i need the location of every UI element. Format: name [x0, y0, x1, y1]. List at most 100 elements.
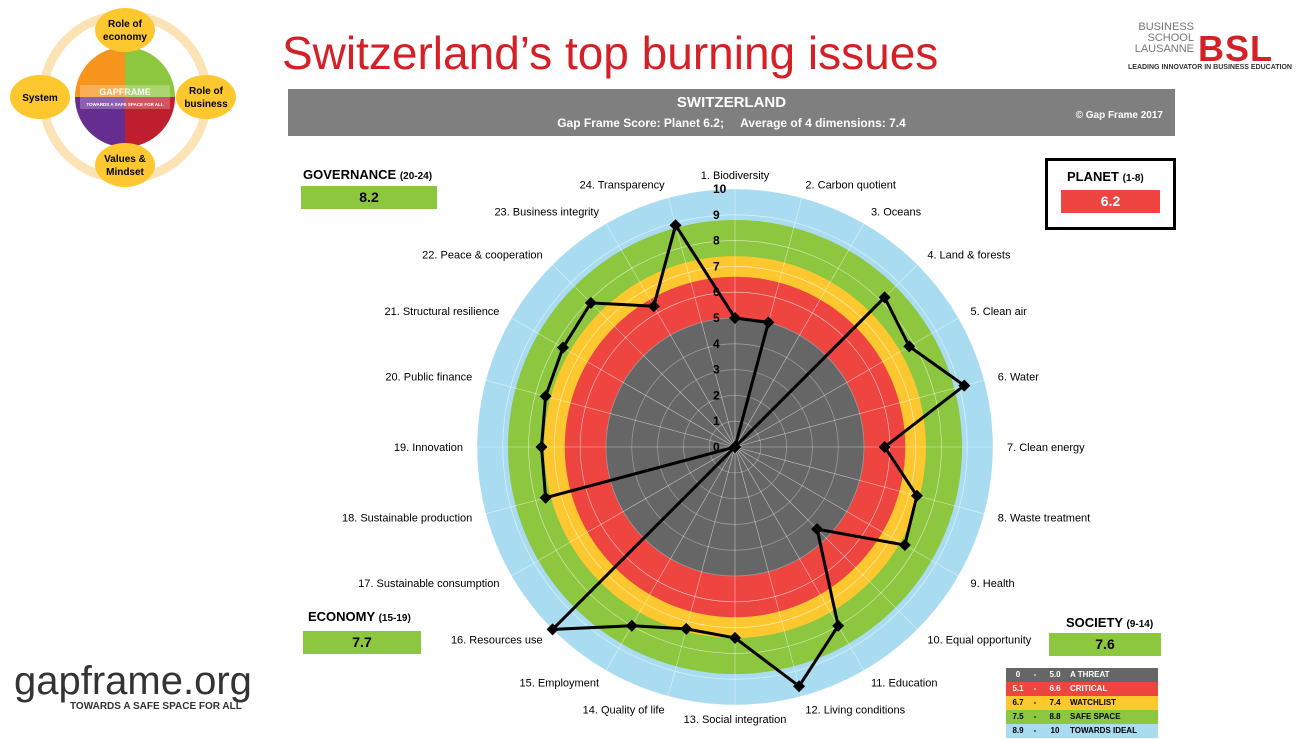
legend-from: 7.5 — [1012, 712, 1024, 721]
radar-axis-label: 19. Innovation — [394, 442, 463, 454]
radar-point-15 — [625, 619, 638, 632]
score-line: Gap Frame Score: Planet 6.2; Average of … — [557, 116, 906, 130]
radar-axis-label: 15. Employment — [520, 678, 599, 690]
legend-label: TOWARDS IDEAL — [1070, 726, 1137, 735]
radar-point-4 — [878, 291, 891, 304]
framework-sector-planet — [125, 47, 175, 97]
governance-score: 8.2 — [301, 186, 437, 209]
radar-point-22 — [584, 296, 597, 309]
radar-axis-label: 24. Transparency — [580, 179, 665, 191]
radar-axis-label: 22. Peace & cooperation — [422, 250, 542, 262]
economy-score: 7.7 — [303, 631, 421, 654]
radar-tick-label: 8 — [713, 234, 720, 248]
radar-tick-label: 3 — [713, 363, 720, 377]
radar-spoke — [734, 446, 985, 515]
radar-spoke — [734, 446, 918, 630]
radar-spoke — [511, 446, 736, 577]
framework-node-economy-line1: Role of — [108, 19, 143, 30]
radar-spoke — [734, 446, 803, 697]
legend-dash: - — [1033, 726, 1037, 735]
planet-score: 6.2 — [1061, 190, 1160, 213]
radar-point-6 — [958, 379, 971, 392]
radar-axis-label: 23. Business integrity — [494, 206, 599, 218]
legend-to: 6.6 — [1049, 684, 1061, 693]
radar-tick-label: 5 — [713, 311, 720, 325]
radar-point-14 — [680, 622, 693, 635]
framework-node-business-line2: business — [184, 99, 228, 110]
bsl-mark: BSL — [1198, 28, 1273, 69]
legend-label: SAFE SPACE — [1070, 712, 1121, 721]
legend-row-threat: 0 - 5.0 A THREAT — [1006, 668, 1158, 682]
radar-axis-label: 5. Clean air — [971, 306, 1028, 318]
legend-row-watchlist: 6.7- 7.4 WATCHLIST — [1006, 696, 1158, 710]
legend-to: 7.4 — [1049, 698, 1061, 707]
legend-dash: - — [1033, 684, 1037, 693]
radar-point-9 — [898, 539, 911, 552]
radar-point-21 — [556, 341, 569, 354]
society-title: SOCIETY (9-14) — [1066, 615, 1154, 630]
radar-spoke — [734, 446, 959, 577]
radar-axis-label: 12. Living conditions — [805, 705, 905, 717]
bsl-tagline: LEADING INNOVATOR IN BUSINESS EDUCATION — [1128, 64, 1292, 71]
radar-spoke — [734, 317, 959, 448]
gapframe-logo-text: gapframe.org — [14, 659, 252, 703]
radar-spoke — [734, 446, 865, 671]
radar-point-8 — [910, 489, 923, 502]
radar-point-23 — [647, 300, 660, 313]
radar-point-20 — [539, 390, 552, 403]
framework-center-title: GAPFRAME — [99, 87, 151, 97]
radar-axis-label: 4. Land & forests — [927, 250, 1011, 262]
legend-to: 10 — [1050, 726, 1060, 735]
planet-title: PLANET (1-8) — [1067, 169, 1144, 184]
radar-axis-label: 6. Water — [998, 372, 1039, 384]
framework-node-economy — [95, 8, 155, 52]
radar-axis-label: 3. Oceans — [871, 206, 922, 218]
radar-spoke — [667, 197, 736, 448]
header-bar: SWITZERLAND Gap Frame Score: Planet 6.2;… — [288, 89, 1175, 136]
radar-axis-label: 1. Biodiversity — [701, 170, 770, 182]
framework-sector-economy — [75, 97, 125, 147]
radar-point-10 — [811, 523, 824, 536]
framework-node-business-line1: Role of — [189, 86, 224, 97]
gapframe-logo: gapframe.org TOWARDS A SAFE SPACE FOR AL… — [14, 661, 252, 712]
framework-node-economy-line2: economy — [103, 32, 147, 43]
radar-axis-label: 8. Waste treatment — [998, 512, 1091, 524]
legend-dash: - — [1033, 670, 1037, 679]
radar-axis-label: 7. Clean energy — [1007, 442, 1085, 454]
radar-point-1 — [729, 312, 741, 324]
radar-spoke — [734, 379, 985, 448]
society-score: 7.6 — [1049, 633, 1161, 656]
legend-row-critical: 5.1- 6.6 CRITICAL — [1006, 682, 1158, 696]
radar-tick-label: 6 — [713, 285, 720, 299]
radar-axis-label: 17. Sustainable consumption — [358, 578, 499, 590]
gapframe-logo-tagline: TOWARDS A SAFE SPACE FOR ALL — [70, 701, 242, 712]
legend-label: A THREAT — [1070, 670, 1110, 679]
radar-point-17 — [729, 441, 741, 453]
radar-point-12 — [793, 680, 806, 693]
radar-point-16 — [546, 623, 559, 636]
radar-spoke — [485, 379, 736, 448]
radar-tick-label: 7 — [713, 259, 720, 273]
governance-title: GOVERNANCE (20-24) — [303, 167, 433, 182]
radar-point-11 — [832, 619, 845, 632]
bsl-school-name: BUSINESS SCHOOL LAUSANNE — [1134, 21, 1194, 55]
radar-axis-label: 2. Carbon quotient — [805, 179, 896, 191]
framework-node-values-line2: Mindset — [106, 167, 144, 178]
legend-from: 0 — [1015, 670, 1021, 679]
radar-point-19 — [535, 441, 548, 453]
radar-spoke — [552, 264, 736, 448]
radar-spoke — [734, 223, 865, 448]
legend-to: 8.8 — [1049, 712, 1061, 721]
radar-axis-label: 20. Public finance — [385, 372, 472, 384]
radar-point-18 — [539, 491, 552, 504]
legend-dash: - — [1033, 712, 1037, 721]
legend-row-safe-space: 7.5- 8.8 SAFE SPACE — [1006, 710, 1158, 724]
framework-center-band — [80, 85, 170, 109]
copyright: © Gap Frame 2017 — [1075, 110, 1163, 121]
legend-dash: - — [1033, 698, 1037, 707]
page-title: Switzerland’s top burning issues — [282, 27, 939, 79]
radar-tick-label: 1 — [713, 414, 720, 428]
legend-from: 5.1 — [1012, 684, 1024, 693]
radar-point-5 — [903, 340, 916, 353]
